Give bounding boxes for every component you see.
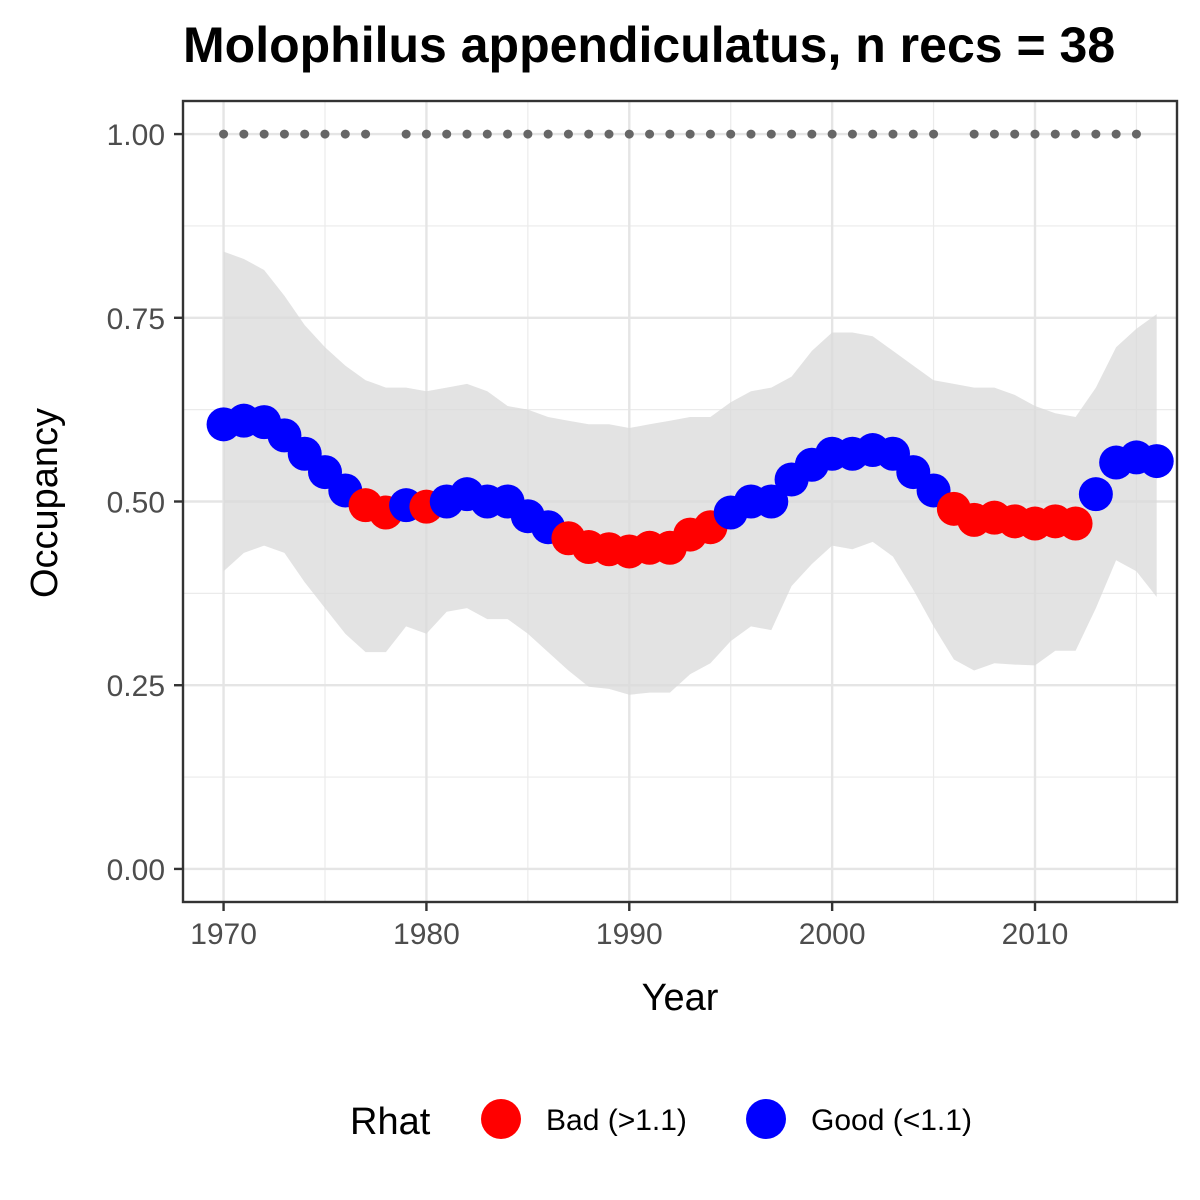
record-dot: [421, 129, 431, 139]
x-tick-label: 2010: [1002, 918, 1069, 951]
occupancy-point: [1078, 477, 1113, 512]
credible-interval-ribbon: [223, 251, 1157, 695]
record-dot: [320, 129, 330, 139]
record-dot: [726, 129, 736, 139]
record-dot: [665, 129, 675, 139]
y-tick-label: 0.25: [107, 670, 165, 703]
record-dot: [929, 129, 939, 139]
record-dot: [1091, 129, 1101, 139]
record-dot: [1050, 129, 1060, 139]
record-dot: [746, 129, 756, 139]
x-tick-label: 1980: [393, 918, 460, 951]
occupancy-point: [1058, 506, 1093, 541]
record-dot: [604, 129, 614, 139]
record-dot: [503, 129, 513, 139]
record-dot: [908, 129, 918, 139]
y-tick-label: 1.00: [107, 119, 165, 152]
record-dot: [827, 129, 837, 139]
record-dot: [279, 129, 289, 139]
record-dot: [705, 129, 715, 139]
record-dot: [482, 129, 492, 139]
record-dot: [868, 129, 878, 139]
record-dot: [685, 129, 695, 139]
occupancy-point: [1139, 444, 1174, 479]
record-dot: [1071, 129, 1081, 139]
record-dot: [624, 129, 634, 139]
record-dot: [300, 129, 310, 139]
record-dot: [259, 129, 269, 139]
record-dot: [523, 129, 533, 139]
record-dot: [462, 129, 472, 139]
record-dot: [543, 129, 553, 139]
record-dot: [766, 129, 776, 139]
x-tick-label: 1990: [596, 918, 663, 951]
legend-title: Rhat: [350, 1101, 431, 1143]
record-dot: [584, 129, 594, 139]
record-dot: [239, 129, 249, 139]
record-dot: [847, 129, 857, 139]
record-dot: [442, 129, 452, 139]
plot-area: [183, 101, 1177, 902]
y-tick-label: 0.50: [107, 487, 165, 520]
x-tick-label: 1970: [190, 918, 257, 951]
record-dot: [969, 129, 979, 139]
y-tick-label: 0.00: [107, 854, 165, 887]
y-tick-label: 0.75: [107, 303, 165, 336]
record-dot: [645, 129, 655, 139]
record-dot: [1131, 129, 1141, 139]
record-dot: [1030, 129, 1040, 139]
record-dot: [219, 129, 229, 139]
legend: Rhat Bad (>1.1) Good (<1.1): [350, 1099, 972, 1143]
chart-title: Molophilus appendiculatus, n recs = 38: [183, 17, 1115, 73]
legend-key-good: [746, 1099, 786, 1139]
y-axis-title: Occupancy: [24, 408, 66, 598]
record-dot: [807, 129, 817, 139]
legend-label-bad: Bad (>1.1): [546, 1104, 687, 1137]
record-dot: [361, 129, 371, 139]
axes: 0.00 0.25 0.50 0.75 1.00 1970 1980 1990 2000 2010: [107, 99, 1179, 951]
record-dot: [989, 129, 999, 139]
legend-label-good: Good (<1.1): [811, 1104, 972, 1137]
record-dot: [340, 129, 350, 139]
x-axis-title: Year: [642, 977, 719, 1019]
x-tick-label: 2000: [799, 918, 866, 951]
record-dot: [563, 129, 573, 139]
record-dot: [1010, 129, 1020, 139]
record-dot: [888, 129, 898, 139]
record-dot: [401, 129, 411, 139]
occupancy-point: [754, 484, 789, 519]
record-dot: [1111, 129, 1121, 139]
record-dot: [787, 129, 797, 139]
legend-key-bad: [481, 1099, 521, 1139]
